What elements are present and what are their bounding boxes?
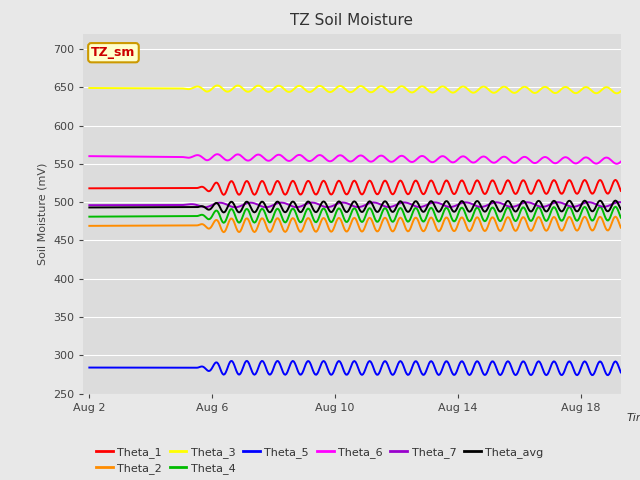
Theta_7 [617,199,625,205]
Text: Time: Time [626,413,640,423]
Theta_1 [86,185,93,191]
Theta_4 [612,204,620,210]
Theta_7 [232,204,239,210]
Theta_4 [374,219,382,225]
Theta_6 [86,153,93,159]
Theta_avg [342,209,350,215]
Theta_2 [339,222,347,228]
Theta_3 [403,86,411,92]
Theta_3 [342,87,350,93]
Line: Theta_4: Theta_4 [90,207,621,223]
Theta_2 [86,223,93,229]
Theta_3 [339,84,347,90]
Theta_2 [612,214,620,219]
Line: Theta_avg: Theta_avg [90,201,621,213]
Theta_3 [612,90,620,96]
Theta_1 [617,188,625,194]
Theta_5 [374,372,382,378]
Theta_1 [605,190,613,195]
Theta_7 [522,199,530,205]
Theta_5 [606,369,614,375]
Line: Theta_7: Theta_7 [90,202,621,207]
Theta_avg [612,198,620,204]
Theta_avg [617,206,625,212]
Theta_avg [522,201,530,207]
Theta_6 [612,161,620,167]
Theta_1 [339,185,347,191]
Theta_3 [617,88,625,94]
Y-axis label: Soil Moisture (mV): Soil Moisture (mV) [38,162,47,265]
Theta_2 [403,228,411,233]
Theta_5 [243,358,251,364]
Line: Theta_6: Theta_6 [90,154,621,164]
Theta_2 [617,225,625,230]
Theta_4 [220,220,227,226]
Theta_6 [605,156,613,161]
Theta_5 [339,365,347,371]
Theta_avg [605,208,613,214]
Theta_4 [339,213,347,218]
Theta_7 [374,201,382,206]
Theta_3 [605,85,613,91]
Theta_1 [612,177,620,183]
Theta_avg [220,210,227,216]
Theta_7 [605,203,613,208]
Theta_4 [403,218,411,224]
Theta_7 [86,202,93,208]
Line: Theta_1: Theta_1 [90,180,621,195]
Theta_7 [339,200,347,205]
Theta_4 [342,219,350,225]
Theta_4 [86,214,93,219]
Theta_6 [403,156,411,162]
Theta_3 [374,84,382,90]
Theta_5 [403,371,411,377]
Theta_5 [342,372,350,377]
Theta_6 [213,151,221,157]
Theta_7 [616,199,623,205]
Theta_5 [604,372,612,378]
Theta_1 [342,192,350,197]
Theta_3 [522,84,530,90]
Theta_1 [374,191,382,197]
Theta_2 [342,228,350,234]
Legend: Theta_1, Theta_2, Theta_3, Theta_4, Theta_5, Theta_6, Theta_7, Theta_avg: Theta_1, Theta_2, Theta_3, Theta_4, Thet… [92,443,548,479]
Theta_6 [617,159,625,165]
Theta_1 [220,192,227,198]
Theta_2 [374,228,382,234]
Theta_6 [374,154,382,160]
Theta_avg [339,204,347,210]
Theta_1 [522,181,530,187]
Theta_1 [403,191,411,196]
Theta_avg [86,204,93,210]
Theta_6 [342,156,350,162]
Theta_3 [213,83,221,88]
Line: Theta_3: Theta_3 [90,85,621,93]
Theta_3 [86,85,93,91]
Theta_4 [605,216,613,222]
Title: TZ Soil Moisture: TZ Soil Moisture [291,13,413,28]
Theta_7 [403,200,411,205]
Line: Theta_2: Theta_2 [90,216,621,232]
Line: Theta_5: Theta_5 [90,361,621,375]
Theta_avg [403,208,411,214]
Theta_6 [339,153,347,159]
Theta_5 [86,365,93,371]
Theta_5 [617,370,625,375]
Theta_2 [220,229,227,235]
Theta_6 [522,154,530,160]
Theta_2 [605,227,613,232]
Theta_avg [374,209,382,215]
Text: TZ_sm: TZ_sm [92,46,136,59]
Theta_4 [617,215,625,220]
Theta_4 [522,208,530,214]
Theta_2 [522,218,530,224]
Theta_7 [342,200,350,206]
Theta_5 [522,362,530,368]
